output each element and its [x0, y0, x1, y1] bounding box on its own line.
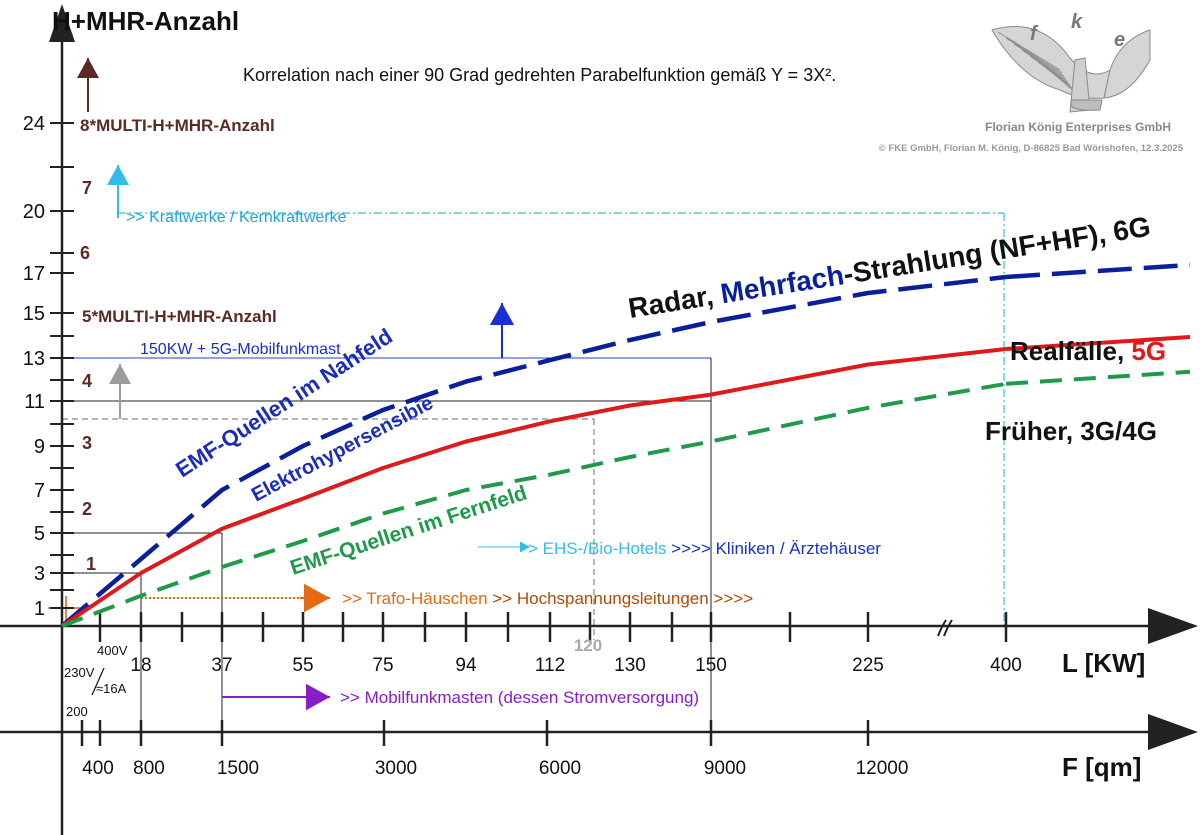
y-tick-label: 24	[23, 113, 45, 135]
y-tick-label: 1	[34, 598, 45, 620]
area-tick-label: 3000	[375, 758, 417, 779]
x-extra-label-230v: 230V	[64, 665, 95, 680]
wing-feather	[997, 31, 1061, 71]
series-line-realfaelle	[60, 347, 1007, 628]
annotation-5g-mast: 150KW + 5G-Mobilfunkmast	[140, 341, 341, 358]
blue-up-arrow-head	[489, 303, 515, 325]
chart-title: Korrelation nach einer 90 Grad gedrehten…	[243, 65, 836, 85]
wing-feather	[1005, 37, 1063, 74]
x-tick-label: 75	[372, 655, 393, 676]
logo-letter-e: e	[1114, 29, 1125, 51]
axes	[0, 4, 1198, 835]
x-extra-label-16a: ≈16A	[96, 681, 127, 696]
axis-break-mark	[937, 619, 953, 637]
x-tick-label: 18	[130, 655, 151, 676]
multi-count-label: 2	[82, 499, 92, 519]
logo-company-name: Florian König Enterprises GmbH	[985, 120, 1171, 134]
x-gray-label-120: 120	[574, 636, 602, 655]
area-axis-arrowhead	[1148, 714, 1198, 750]
series-line-extension	[1005, 262, 1191, 280]
y-tick-label: 15	[23, 303, 45, 325]
y-tick-label: 3	[34, 563, 45, 585]
y-axis-title: H+MHR-Anzahl	[52, 6, 239, 36]
wing-feather	[1037, 61, 1071, 86]
x-tick-label: 150	[695, 655, 727, 676]
series-label-radar-part: Radar,	[626, 279, 723, 324]
wing-feather	[1053, 73, 1075, 92]
brown-up-arrow-head	[77, 58, 99, 78]
annotation-hotels: > EHS-/Bio-Hotels >>>> Kliniken / Ärzteh…	[528, 539, 881, 558]
x-axis-title: L [KW]	[1062, 648, 1145, 678]
series-label-realfaelle-part: Realfälle,	[1010, 336, 1131, 366]
series-label-realfaelle-part: 5G	[1131, 336, 1166, 366]
multi-count-label: 8*MULTI-H+MHR-Anzahl	[80, 116, 275, 135]
x-axis-arrowhead	[1148, 608, 1198, 644]
curves	[60, 262, 1191, 628]
series-line-extension	[1005, 335, 1191, 351]
mobilfunk-arrow-head	[306, 683, 330, 711]
y-tick-label: 7	[34, 480, 45, 502]
wing-feather	[1021, 49, 1067, 80]
logo-letter-k: k	[1071, 11, 1083, 33]
trafo-arrow-head	[304, 583, 330, 613]
x-extra-label-200: 200	[66, 704, 88, 719]
area-axis-title: F [qm]	[1062, 752, 1141, 782]
annotation-hochspannung-part: >> Hochspannungsleitungen >>>>	[488, 589, 754, 608]
annotation-kliniken-part: >>>> Kliniken / Ärztehäuser	[666, 539, 881, 558]
annotation-kraftwerke: >> Kraftwerke / Kernkraftwerke	[126, 209, 347, 226]
hotels-arrow-head	[520, 541, 530, 553]
wing-feather	[1013, 43, 1065, 77]
x-tick-label: 130	[614, 655, 646, 676]
y-axis-arrowhead	[49, 4, 75, 42]
gray-up-arrow-head	[109, 364, 131, 384]
x-tick-label: 225	[852, 655, 884, 676]
x-extra-label-400v: 400V	[97, 643, 128, 658]
annotation-fernfeld: EMF-Quellen im Fernfeld	[287, 481, 529, 579]
annotation-hotels-part: > EHS-/Bio-Hotels	[528, 539, 666, 558]
annotation-mobilfunk: >> Mobilfunkmasten (dessen Stromversorgu…	[340, 688, 699, 707]
y-tick-label: 17	[23, 263, 45, 285]
cyan-up-arrow-head	[107, 165, 129, 185]
x-tick-label: 400	[990, 655, 1022, 676]
annotation-trafo: >> Trafo-Häuschen >> Hochspannungsleitun…	[342, 589, 753, 608]
y-tick-label: 20	[23, 201, 45, 223]
winged-figure-legs	[1070, 99, 1103, 111]
annotation-trafo-part: >> Trafo-Häuschen	[342, 589, 488, 608]
y-tick-label: 9	[34, 436, 45, 458]
reference-lines	[48, 58, 1005, 732]
multi-count-label: 7	[82, 178, 92, 198]
winged-figure-wing	[991, 26, 1111, 99]
area-tick-label: 12000	[856, 758, 909, 779]
y-tick-label: 13	[23, 348, 45, 370]
area-tick-label: 9000	[704, 758, 746, 779]
company-logo: f k e Florian König Enterprises GmbH © FKE G…	[879, 11, 1184, 154]
multi-count-label: 1	[86, 554, 96, 574]
area-tick-label: 400	[82, 758, 114, 779]
x-tick-label: 94	[455, 655, 477, 676]
y-tick-label: 11	[24, 391, 45, 413]
multi-count-label: 5*MULTI-H+MHR-Anzahl	[82, 307, 277, 326]
area-tick-label: 6000	[539, 758, 581, 779]
logo-copyright: © FKE GmbH, Florian M. König, D-86825 Ba…	[879, 143, 1184, 154]
area-tick-label: 1500	[217, 758, 259, 779]
series-line-frueher	[61, 381, 1007, 628]
series-label-radar: Radar, Mehrfach-Strahlung (NF+HF), 6G	[626, 211, 1153, 324]
series-line-radar	[60, 274, 1007, 628]
multi-count-label: 4	[82, 371, 92, 391]
area-tick-label: 800	[133, 758, 165, 779]
x-extra-slash	[91, 667, 105, 696]
x-tick-label: 37	[211, 655, 232, 676]
y-tick-label: 5	[34, 523, 45, 545]
series-label-realfaelle: Realfälle, 5G	[1010, 336, 1166, 366]
wing-feather	[1029, 55, 1069, 83]
winged-figure-wing-right	[1103, 29, 1151, 99]
x-tick-label: 112	[535, 655, 565, 676]
logo-letter-f: f	[1030, 23, 1039, 45]
multi-count-label: 6	[80, 243, 90, 263]
multi-count-label: 3	[82, 433, 92, 453]
series-label-frueher: Früher, 3G/4G	[985, 416, 1157, 446]
series-line-extension	[1005, 369, 1191, 386]
x-tick-label: 55	[292, 655, 313, 676]
